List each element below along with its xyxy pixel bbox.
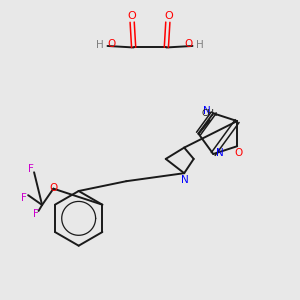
Text: N: N (203, 106, 211, 116)
Text: O: O (49, 183, 57, 193)
Text: H: H (96, 40, 103, 50)
Text: F: F (33, 209, 38, 219)
Text: O: O (184, 40, 193, 50)
Text: O: O (235, 148, 243, 158)
Text: CH₃: CH₃ (202, 109, 218, 118)
Text: O: O (107, 40, 116, 50)
Text: N: N (216, 148, 224, 158)
Text: N: N (181, 175, 189, 185)
Text: F: F (28, 164, 34, 174)
Text: O: O (127, 11, 136, 21)
Text: H: H (196, 40, 204, 50)
Text: F: F (21, 193, 27, 202)
Text: O: O (164, 11, 173, 21)
